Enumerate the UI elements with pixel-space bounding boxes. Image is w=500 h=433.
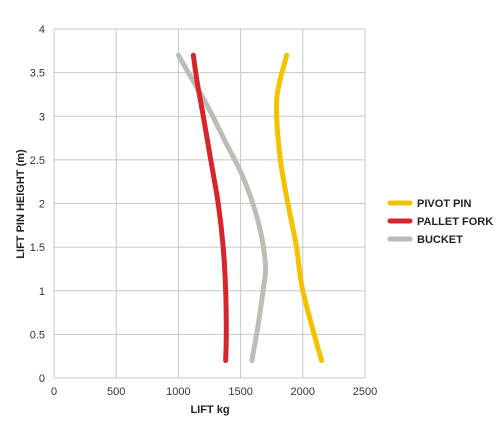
x-axis-title: LIFT kg bbox=[190, 404, 229, 416]
x-tick-label: 1500 bbox=[228, 386, 252, 398]
y-tick-label: 2 bbox=[39, 199, 45, 211]
y-tick-label: 0.5 bbox=[30, 329, 45, 341]
series-line-bucket bbox=[175, 52, 269, 364]
series-line-pallet-fork bbox=[190, 52, 229, 364]
legend: PIVOT PIN PALLET FORK BUCKET bbox=[387, 198, 493, 246]
legend-label: PIVOT PIN bbox=[417, 198, 471, 210]
tick-labels: 0 500 1000 1500 2000 2500 0 0.5 1 1.5 2 2.5 3 3.5 4 bbox=[30, 24, 378, 398]
y-tick-label: 4 bbox=[39, 24, 45, 36]
y-tick-label: 3 bbox=[39, 111, 45, 123]
y-tick-label: 1 bbox=[39, 286, 45, 298]
x-tick-label: 2500 bbox=[353, 386, 377, 398]
series-lines bbox=[175, 52, 324, 364]
series-line-pivot-pin bbox=[273, 52, 324, 364]
y-tick-label: 3.5 bbox=[30, 68, 45, 80]
grid bbox=[53, 28, 366, 379]
legend-label: BUCKET bbox=[417, 234, 463, 246]
x-tick-label: 1000 bbox=[166, 386, 190, 398]
y-axis-title: LIFT PIN HEIGHT (m) bbox=[15, 149, 27, 259]
x-tick-label: 0 bbox=[51, 386, 57, 398]
y-tick-label: 2.5 bbox=[30, 155, 45, 167]
y-tick-label: 0 bbox=[39, 373, 45, 385]
x-tick-label: 2000 bbox=[291, 386, 315, 398]
y-tick-label: 1.5 bbox=[30, 242, 45, 254]
x-tick-label: 500 bbox=[107, 386, 125, 398]
legend-label: PALLET FORK bbox=[417, 216, 493, 228]
